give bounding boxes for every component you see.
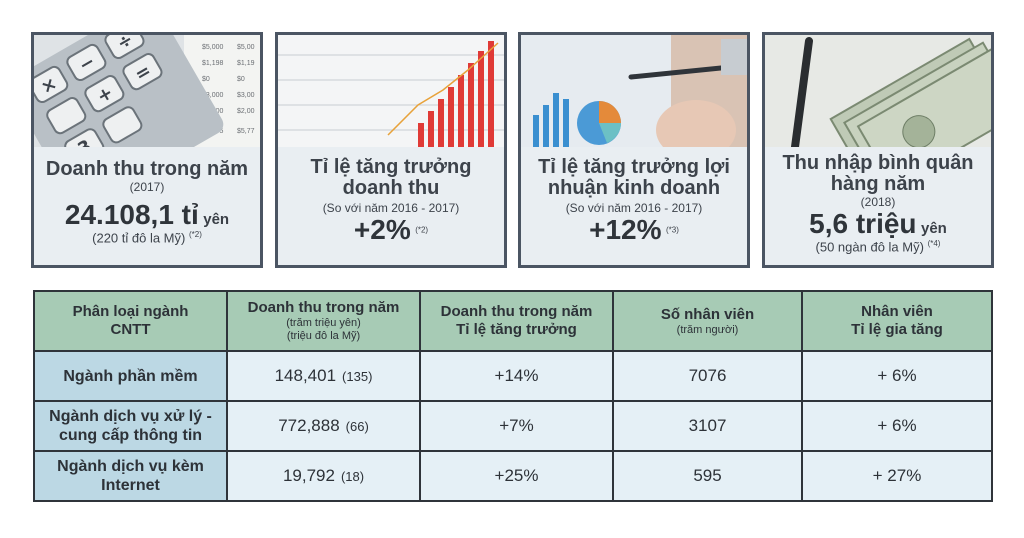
revenue-usd: (66): [345, 419, 369, 434]
card-title: doanh thu: [342, 177, 440, 199]
card-footnote: (*2): [188, 230, 202, 239]
card-title: Doanh thu trong năm: [45, 158, 249, 180]
table-row: Ngành phần mềm 148,401 (135) +14% 7076 + …: [33, 350, 993, 402]
header-staff-growth: Nhân viên Tỉ lệ gia tăng: [801, 290, 993, 352]
header-text: Tỉ lệ gia tăng: [851, 321, 943, 338]
header-unit: (trăm người): [676, 323, 739, 336]
header-text: Doanh thu trong năm: [440, 303, 593, 320]
charts-pen-photo: [521, 35, 747, 147]
cell-staff-growth: + 27%: [801, 450, 993, 502]
revenue-usd: (18): [340, 469, 365, 484]
calc-value: $1,19: [237, 60, 255, 67]
calc-value: $0: [237, 76, 245, 83]
category-text: Ngành dịch vụ kèm: [57, 458, 204, 475]
card-text: Tỉ lệ tăng trưởng doanh thu (So với năm …: [278, 147, 504, 265]
calc-value: $3,00: [237, 92, 255, 99]
revenue-value: 772,888: [278, 416, 340, 435]
header-revenue-growth: Doanh thu trong năm Tỉ lệ tăng trưởng: [419, 290, 614, 352]
card-period: (So với năm 2016 - 2017): [322, 201, 460, 215]
row-category: Ngành phần mềm: [33, 350, 228, 402]
category-text: Ngành dịch vụ xử lý -: [49, 408, 212, 425]
card-text: Doanh thu trong năm (2017) 24.108,1 tỉ y…: [34, 147, 260, 265]
revenue-value: 19,792: [282, 466, 335, 485]
card-value: 24.108,1 tỉ: [64, 199, 199, 230]
header-text: Doanh thu trong năm: [247, 299, 400, 316]
card-title: Thu nhập bình quân: [782, 152, 974, 174]
cell-revenue: 148,401 (135): [226, 350, 421, 402]
cell-growth: +14%: [419, 350, 614, 402]
category-text: Ngành phần mềm: [63, 367, 198, 385]
card-unit: yên: [203, 211, 230, 228]
calc-value: $5,77: [237, 128, 255, 135]
money-pen-photo: [765, 35, 991, 147]
card-average-income: Thu nhập bình quân hàng năm (2018) 5,6 t…: [762, 32, 994, 268]
cell-revenue: 19,792 (18): [226, 450, 421, 502]
header-text: Phân loại ngành: [72, 303, 189, 320]
card-annual-revenue: $5,000 $1,198 $0 $3,000 $3,000 $5,775 $5…: [31, 32, 263, 268]
cell-growth: +7%: [419, 400, 614, 452]
row-category: Ngành dịch vụ xử lý - cung cấp thông tin: [33, 400, 228, 452]
calc-value: $0: [202, 76, 210, 83]
card-value: 5,6 triệu: [809, 208, 917, 239]
cell-revenue: 772,888 (66): [226, 400, 421, 452]
card-value: +12%: [589, 214, 662, 245]
cell-staff: 7076: [612, 350, 803, 402]
card-footnote: (*4): [927, 239, 941, 248]
it-industry-table: Phân loại ngành CNTT Doanh thu trong năm…: [33, 290, 993, 502]
header-revenue: Doanh thu trong năm (trăm triệu yên) (tr…: [226, 290, 421, 352]
card-footnote: (*3): [665, 225, 679, 235]
cell-staff: 595: [612, 450, 803, 502]
card-period: (So với năm 2016 - 2017): [565, 201, 703, 215]
category-text: cung cấp thông tin: [58, 427, 203, 444]
svg-text:3: 3: [74, 136, 95, 147]
header-text: Nhân viên: [861, 303, 933, 320]
card-footnote: (*2): [415, 225, 429, 235]
calc-value: $5,00: [237, 44, 255, 51]
calculator-photo: $5,000 $1,198 $0 $3,000 $3,000 $5,775 $5…: [34, 35, 260, 147]
header-text: CNTT: [110, 321, 151, 338]
card-year: (2017): [129, 180, 165, 194]
header-text: Tỉ lệ tăng trưởng: [456, 321, 577, 338]
cell-staff: 3107: [612, 400, 803, 452]
card-text: Tỉ lệ tăng trưởng lợi nhuận kinh doanh (…: [521, 147, 747, 265]
card-unit: yên: [920, 220, 947, 237]
calc-value: $1,198: [202, 60, 224, 67]
category-text: Internet: [101, 477, 160, 494]
row-category: Ngành dịch vụ kèm Internet: [33, 450, 228, 502]
card-title: hàng năm: [830, 173, 926, 195]
card-text: Thu nhập bình quân hàng năm (2018) 5,6 t…: [765, 147, 991, 265]
header-text: Số nhân viên: [660, 305, 755, 323]
header-staff: Số nhân viên (trăm người): [612, 290, 803, 352]
header-unit: (trăm triệu yên): [286, 317, 361, 329]
table-row: Ngành dịch vụ xử lý - cung cấp thông tin…: [33, 400, 993, 452]
card-year: (2018): [860, 195, 896, 209]
card-title: Tỉ lệ tăng trưởng lợi: [538, 156, 730, 178]
card-profit-growth: Tỉ lệ tăng trưởng lợi nhuận kinh doanh (…: [518, 32, 750, 268]
card-usd: (220 tỉ đô la Mỹ): [92, 230, 186, 246]
revenue-value: 148,401: [274, 366, 337, 385]
card-usd: (50 ngàn đô la Mỹ): [815, 239, 924, 255]
bar-chart-photo: [278, 35, 504, 147]
header-unit: (triệu đô la Mỹ): [286, 330, 361, 342]
card-title: nhuận kinh doanh: [547, 177, 721, 199]
card-title: Tỉ lệ tăng trưởng: [310, 156, 472, 178]
table-row: Ngành dịch vụ kèm Internet 19,792 (18) +2…: [33, 450, 993, 502]
calc-value: $3,000: [202, 92, 224, 99]
table-header-row: Phân loại ngành CNTT Doanh thu trong năm…: [33, 290, 993, 352]
calc-value: $5,000: [202, 44, 224, 51]
cell-staff-growth: + 6%: [801, 400, 993, 452]
card-revenue-growth: Tỉ lệ tăng trưởng doanh thu (So với năm …: [275, 32, 507, 268]
cell-growth: +25%: [419, 450, 614, 502]
header-category: Phân loại ngành CNTT: [33, 290, 228, 352]
calc-value: $2,00: [237, 108, 255, 115]
card-value: +2%: [353, 214, 411, 245]
revenue-usd: (135): [342, 369, 373, 384]
cell-staff-growth: + 6%: [801, 350, 993, 402]
